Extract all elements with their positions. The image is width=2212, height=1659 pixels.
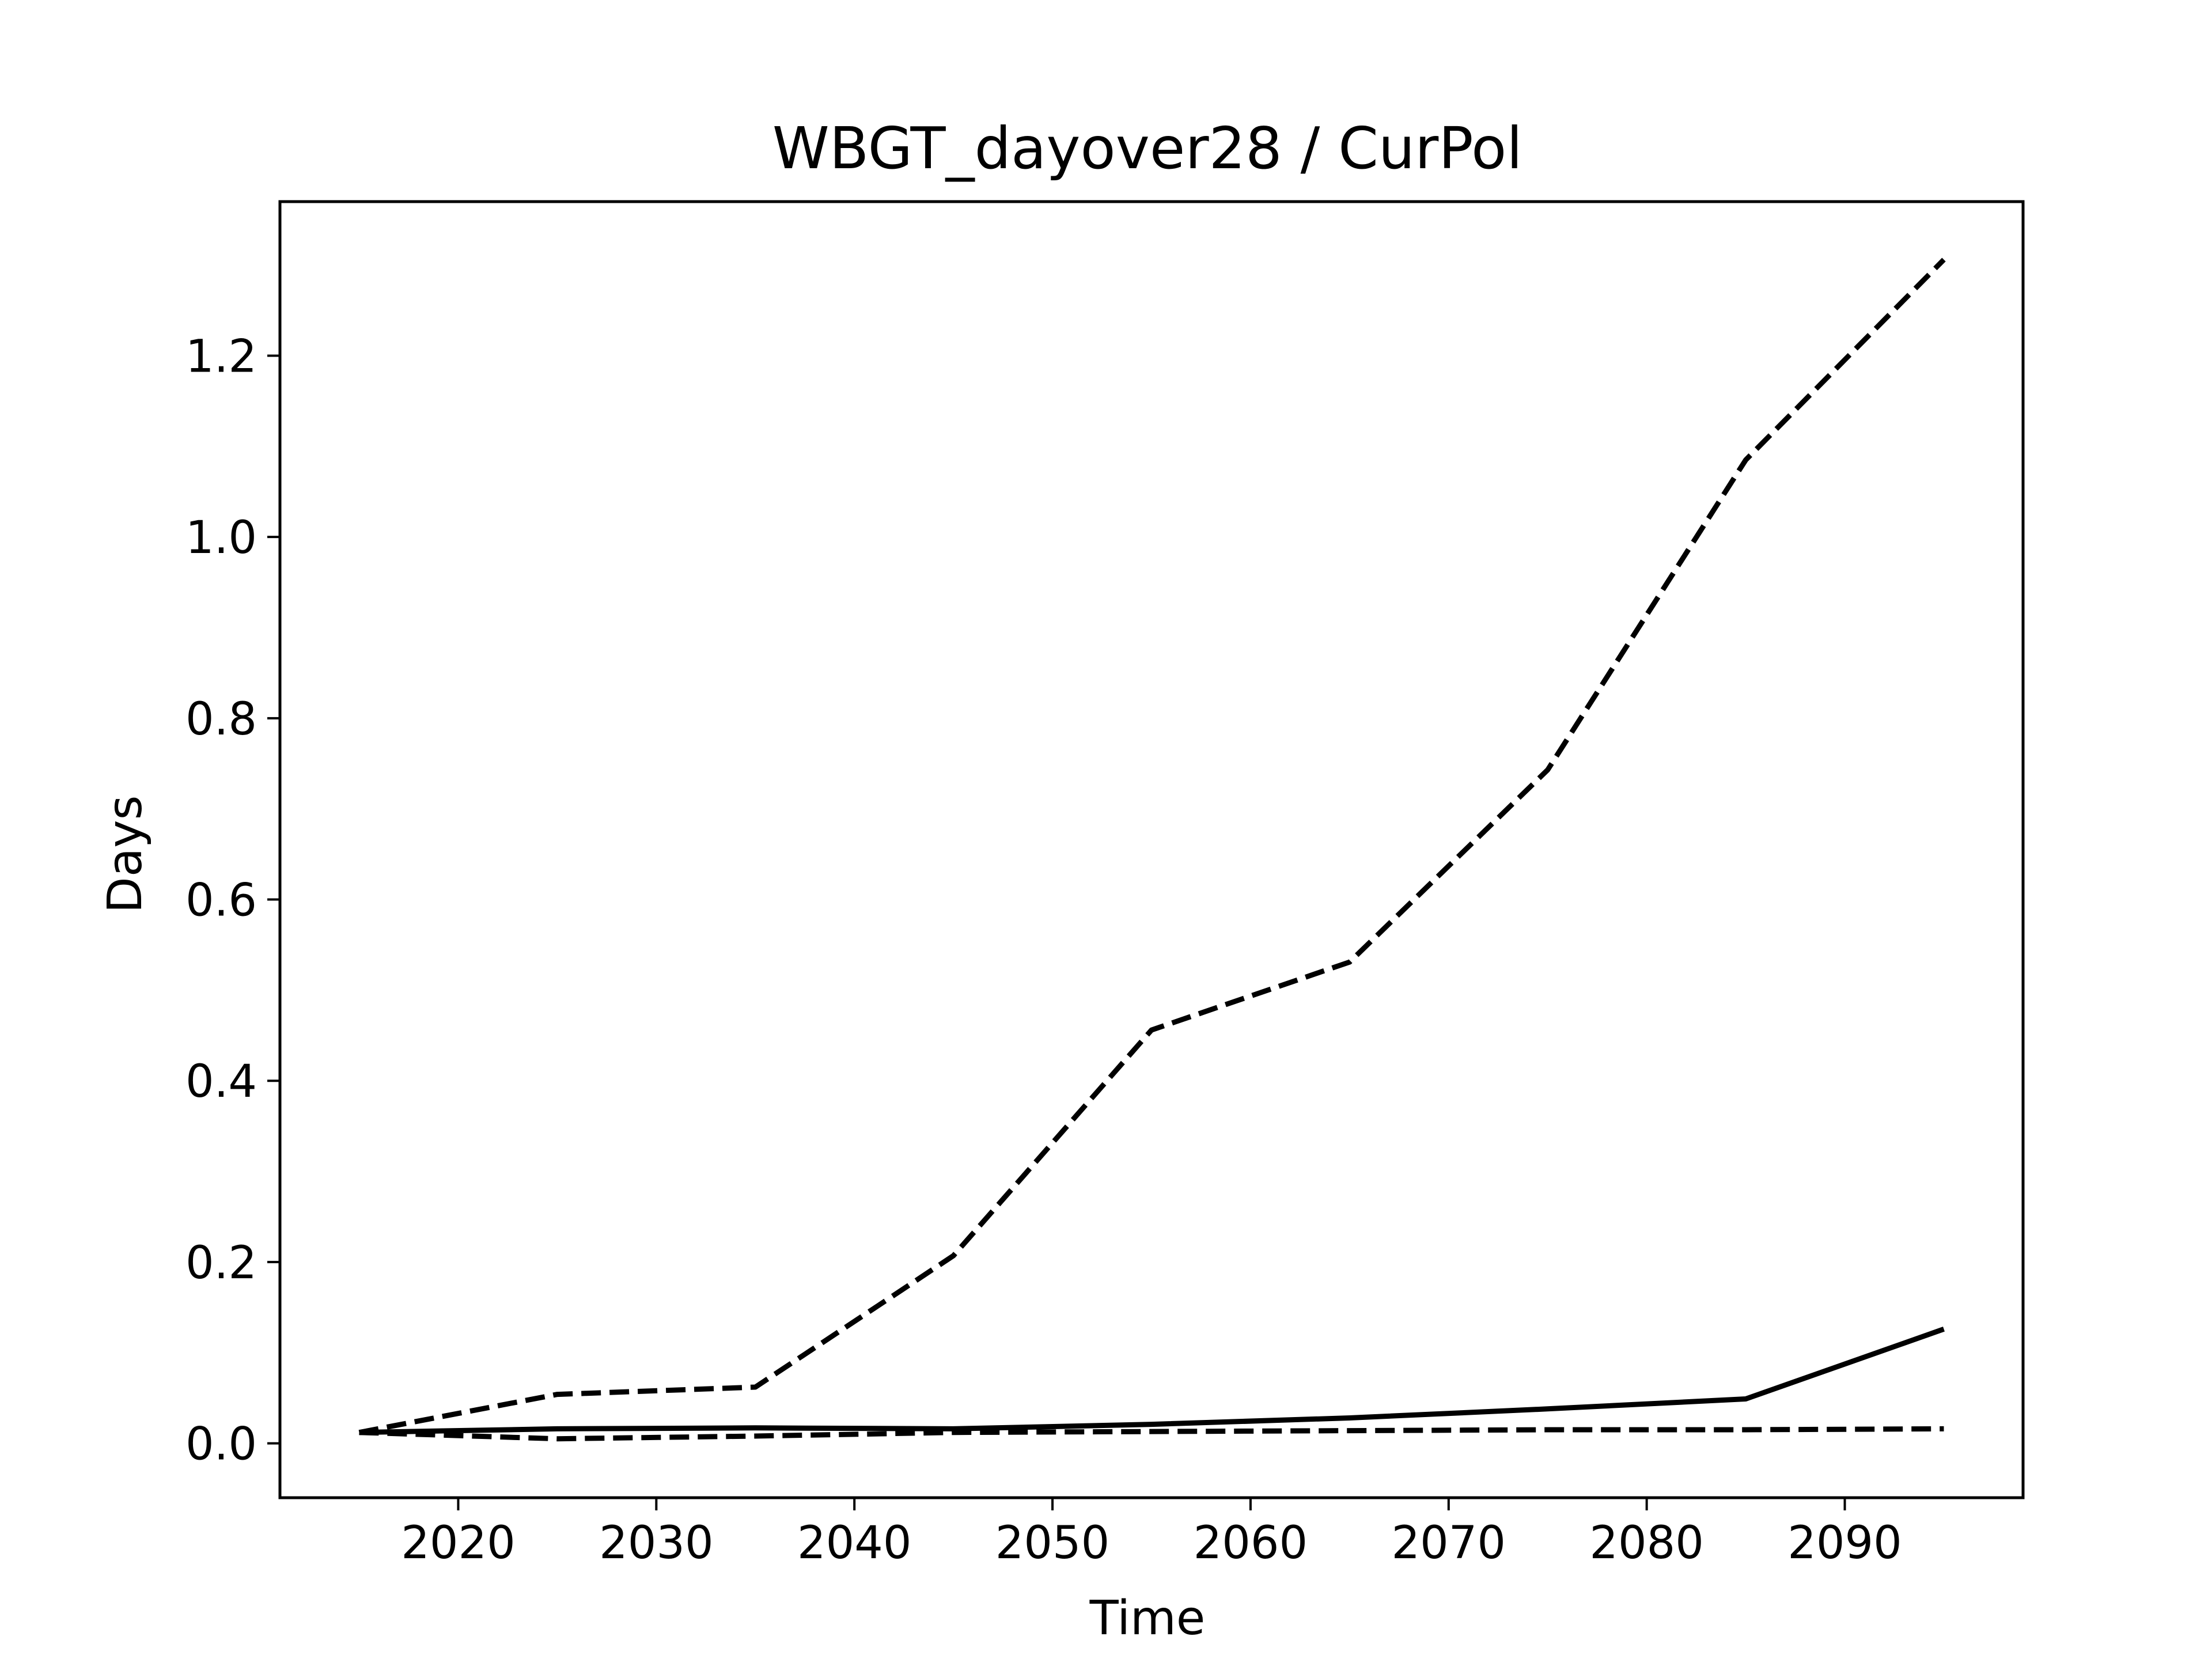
y-axis: 0.0 0.2 0.4 0.6 0.8 1.0 1.2: [185, 331, 280, 1471]
x-tick-label: 2090: [1787, 1517, 1902, 1569]
x-tick-label: 2060: [1194, 1517, 1308, 1569]
x-tick-label: 2020: [401, 1517, 516, 1569]
y-tick-label: 0.8: [185, 694, 257, 745]
y-tick-label: 1.0: [185, 512, 257, 564]
x-axis-label: Time: [1089, 1591, 1206, 1646]
x-tick-label: 2050: [995, 1517, 1110, 1569]
series-line-1: [358, 257, 1946, 1435]
y-axis-label: Days: [98, 796, 153, 914]
x-tick-label: 2030: [599, 1517, 714, 1569]
x-tick-label: 2070: [1392, 1517, 1506, 1569]
y-tick-label: 0.4: [185, 1056, 257, 1108]
x-tick-label: 2080: [1589, 1517, 1704, 1569]
x-tick-label: 2040: [797, 1517, 912, 1569]
y-tick-label: 0.2: [185, 1237, 257, 1289]
chart-title: WBGT_dayover28 / CurPol: [772, 115, 1522, 182]
x-axis: 2020 2030 2040 2050 2060 2070 2080 2090: [401, 1498, 1902, 1569]
series-line-2: [359, 1327, 1945, 1435]
y-tick-label: 1.2: [185, 331, 257, 382]
y-tick-label: 0.6: [185, 875, 257, 927]
series-layer: [358, 257, 1946, 1442]
y-tick-label: 0.0: [185, 1419, 257, 1471]
plot-area-frame: [278, 200, 2025, 1499]
series-line-3: [359, 1426, 1944, 1442]
